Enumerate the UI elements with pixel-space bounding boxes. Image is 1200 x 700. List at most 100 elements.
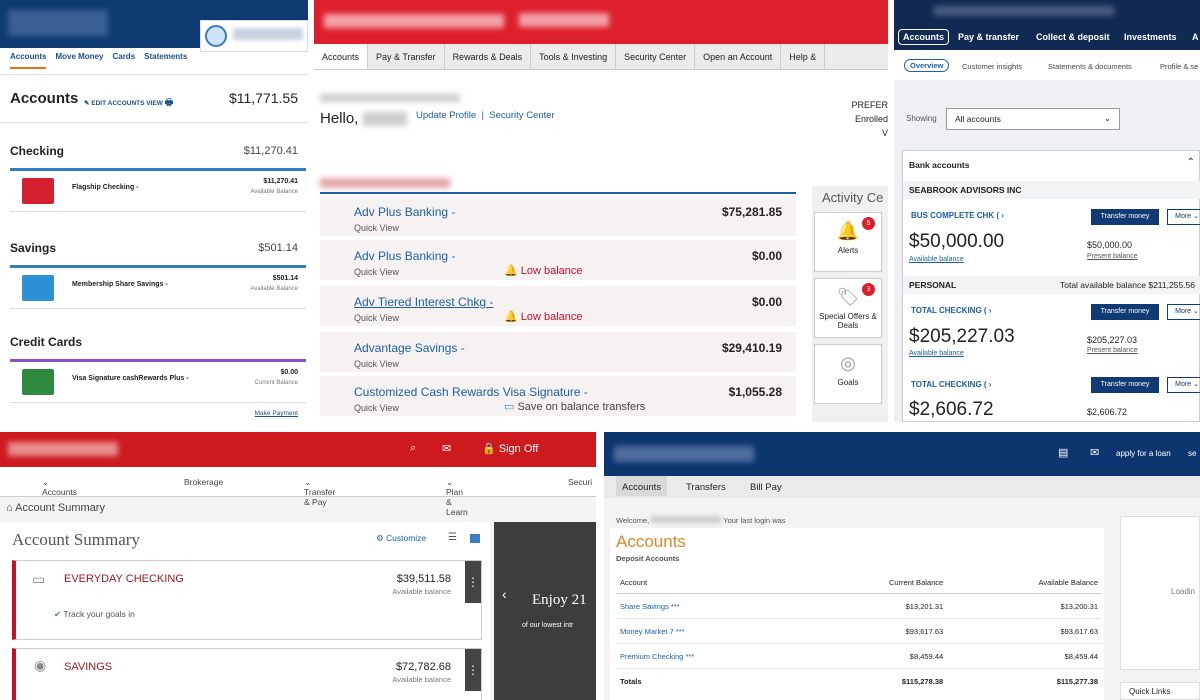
tab-transfers[interactable]: Transfers — [686, 482, 726, 493]
account-row[interactable]: Adv Plus Banking - Quick View 🔔 Low bala… — [320, 240, 796, 282]
account-link[interactable]: Share Savings *** — [616, 593, 805, 619]
present-balance-label[interactable]: Present balance — [1087, 347, 1138, 354]
special-offers-tile[interactable]: 3 🏷 Special Offers & Deals — [814, 278, 882, 338]
subnav-statements[interactable]: Statements & documents — [1048, 62, 1132, 71]
account-card[interactable]: Visa Signature cashRewards Plus - $0.00 … — [10, 359, 306, 403]
customize-link[interactable]: ⚙ Customize — [376, 533, 426, 544]
more-link[interactable]: se — [1188, 449, 1197, 458]
account-row[interactable]: Customized Cash Rewards Visa Signature -… — [320, 376, 796, 418]
account-link[interactable]: BUS COMPLETE CHK ( › — [911, 211, 1004, 220]
nav-brokerage[interactable]: Brokerage — [184, 477, 224, 487]
transfer-money-button[interactable]: Transfer money — [1091, 377, 1159, 393]
account-link[interactable]: Adv Tiered Interest Chkg - — [354, 295, 494, 309]
account-link[interactable]: TOTAL CHECKING ( › — [911, 380, 992, 389]
nav-plan-learn[interactable]: Plan & Learn ⌄ — [446, 477, 468, 517]
account-row[interactable]: Advantage Savings - Quick View $29,410.1… — [320, 332, 796, 374]
goals-tile[interactable]: ◎ Goals — [814, 344, 882, 404]
more-options-button[interactable]: ⋮ — [465, 561, 481, 603]
sub-nav: Overview Customer insights Statements & … — [894, 50, 1200, 80]
table-row[interactable]: Premium Checking *** $8,459.44 $8,459.44 — [616, 643, 1102, 669]
nav-collect-deposit[interactable]: Collect & deposit — [1036, 32, 1110, 42]
tab-cards[interactable]: Cards — [112, 52, 136, 61]
nav-accounts[interactable]: Accounts ⌄ — [42, 477, 77, 497]
account-card[interactable]: ▭ EVERYDAY CHECKING $39,511.58 Available… — [12, 560, 482, 640]
update-profile-link[interactable]: Update Profile — [416, 110, 477, 121]
account-link[interactable]: Adv Plus Banking - — [354, 205, 456, 219]
accounts-filter-select[interactable]: All accounts ⌄ — [946, 108, 1120, 130]
search-icon[interactable]: ⌕ — [410, 442, 417, 454]
table-row[interactable]: Money Market 7 *** $93,617.63 $93,617.63 — [616, 618, 1102, 644]
apply-loan-link[interactable]: apply for a loan — [1116, 449, 1171, 458]
chevron-up-icon[interactable]: ⌃ — [1186, 157, 1195, 168]
table-row[interactable]: Share Savings *** $13,201.31 $13,200.31 — [616, 593, 1102, 619]
present-balance-label[interactable]: Present balance — [1087, 253, 1138, 260]
account-link[interactable]: Customized Cash Rewards Visa Signature - — [354, 385, 588, 399]
account-link[interactable]: Adv Plus Banking - — [354, 249, 456, 263]
mail-icon[interactable]: ✉ — [1090, 447, 1100, 459]
list-view-icon[interactable]: ☰ — [448, 532, 457, 543]
tab-accounts[interactable]: Accounts — [10, 52, 47, 69]
nav-security[interactable]: Securi — [568, 477, 593, 487]
bell-icon: 🔔 — [504, 265, 518, 277]
mail-icon[interactable]: ✉ — [442, 443, 452, 455]
quick-view-link[interactable]: Quick View — [354, 267, 399, 277]
nav-rewards-deals[interactable]: Rewards & Deals — [445, 44, 532, 69]
account-row[interactable]: Adv Tiered Interest Chkg - Quick View 🔔 … — [320, 286, 796, 328]
subnav-customer-insights[interactable]: Customer insights — [962, 62, 1023, 71]
nav-help[interactable]: Help & — [781, 44, 826, 69]
edit-accounts-view-link[interactable]: ✎ EDIT ACCOUNTS VIEW 🖶 — [84, 95, 173, 111]
document-icon[interactable]: ▤ — [1058, 447, 1069, 459]
quick-view-link[interactable]: Quick View — [354, 403, 399, 413]
printer-icon[interactable]: 🖶 — [164, 97, 174, 107]
quick-links-header[interactable]: Quick Links — [1120, 682, 1200, 700]
nav-investments[interactable]: Investments — [1124, 32, 1177, 42]
nav-security-center[interactable]: Security Center — [616, 44, 696, 69]
home-icon[interactable]: ⌂ — [6, 502, 13, 514]
account-card[interactable]: Membership Share Savings - $501.14 Avail… — [10, 265, 306, 309]
chevron-left-icon[interactable]: ‹ — [502, 586, 507, 602]
quick-view-link[interactable]: Quick View — [354, 223, 399, 233]
quick-view-link[interactable]: Quick View — [354, 359, 399, 369]
tab-bill-pay[interactable]: Bill Pay — [750, 482, 782, 493]
transfer-money-button[interactable]: Transfer money — [1091, 304, 1159, 320]
account-link[interactable]: Premium Checking *** — [616, 643, 805, 669]
more-button[interactable]: More ⌄ — [1167, 377, 1200, 393]
nav-pay-transfer[interactable]: Pay & Transfer — [368, 44, 445, 69]
nav-accounts[interactable]: Accounts — [898, 29, 950, 45]
track-goals-link[interactable]: ✔ Track your goals in — [54, 609, 135, 620]
account-link[interactable]: TOTAL CHECKING ( › — [911, 306, 992, 315]
transfer-money-button[interactable]: Transfer money — [1091, 209, 1159, 225]
tile-view-icon[interactable] — [470, 534, 480, 543]
account-card[interactable]: Flagship Checking - $11,270.41 Available… — [10, 168, 306, 212]
account-link[interactable]: Money Market 7 *** — [616, 618, 805, 644]
more-button[interactable]: More ⌄ — [1167, 209, 1200, 225]
tab-move-money[interactable]: Move Money — [55, 52, 104, 61]
alerts-tile[interactable]: 5 🔔 Alerts — [814, 212, 882, 272]
security-center-link[interactable]: Security Center — [489, 110, 555, 121]
account-card[interactable]: ◉ SAVINGS $72,782.68 Available balance ⋮ — [12, 648, 482, 700]
section-subtitle: Deposit Accounts — [616, 554, 680, 563]
user-profile[interactable] — [200, 20, 308, 52]
nav-more[interactable]: A — [1192, 32, 1199, 42]
make-payment-link[interactable]: Make Payment — [254, 410, 298, 417]
promo-banner[interactable]: ‹ Enjoy 21 of our lowest intr — [494, 522, 596, 700]
nav-transfer-pay[interactable]: Transfer & Pay ⌄ — [304, 477, 336, 507]
account-row[interactable]: Adv Plus Banking - Quick View $75,281.85 — [320, 196, 796, 238]
more-button[interactable]: More ⌄ — [1167, 304, 1200, 320]
nav-accounts[interactable]: Accounts — [314, 44, 369, 69]
account-link[interactable]: Advantage Savings - — [354, 341, 465, 355]
account-name[interactable]: EVERYDAY CHECKING — [64, 573, 184, 585]
subnav-overview[interactable]: Overview — [904, 59, 950, 72]
subnav-profile[interactable]: Profile & se — [1160, 62, 1199, 71]
tab-accounts[interactable]: Accounts — [616, 476, 668, 496]
quick-view-link[interactable]: Quick View — [354, 313, 399, 323]
nav-open-account[interactable]: Open an Account — [695, 44, 782, 69]
available-balance-label[interactable]: Available balance — [909, 256, 964, 263]
tab-statements[interactable]: Statements — [144, 52, 188, 61]
sign-off-button[interactable]: 🔒 Sign Off — [482, 442, 538, 455]
account-name[interactable]: SAVINGS — [64, 661, 113, 673]
more-options-button[interactable]: ⋮ — [465, 649, 481, 691]
nav-pay-transfer[interactable]: Pay & transfer — [958, 32, 1020, 42]
available-balance-label[interactable]: Available balance — [909, 350, 964, 357]
nav-tools-investing[interactable]: Tools & Investing — [531, 44, 617, 69]
